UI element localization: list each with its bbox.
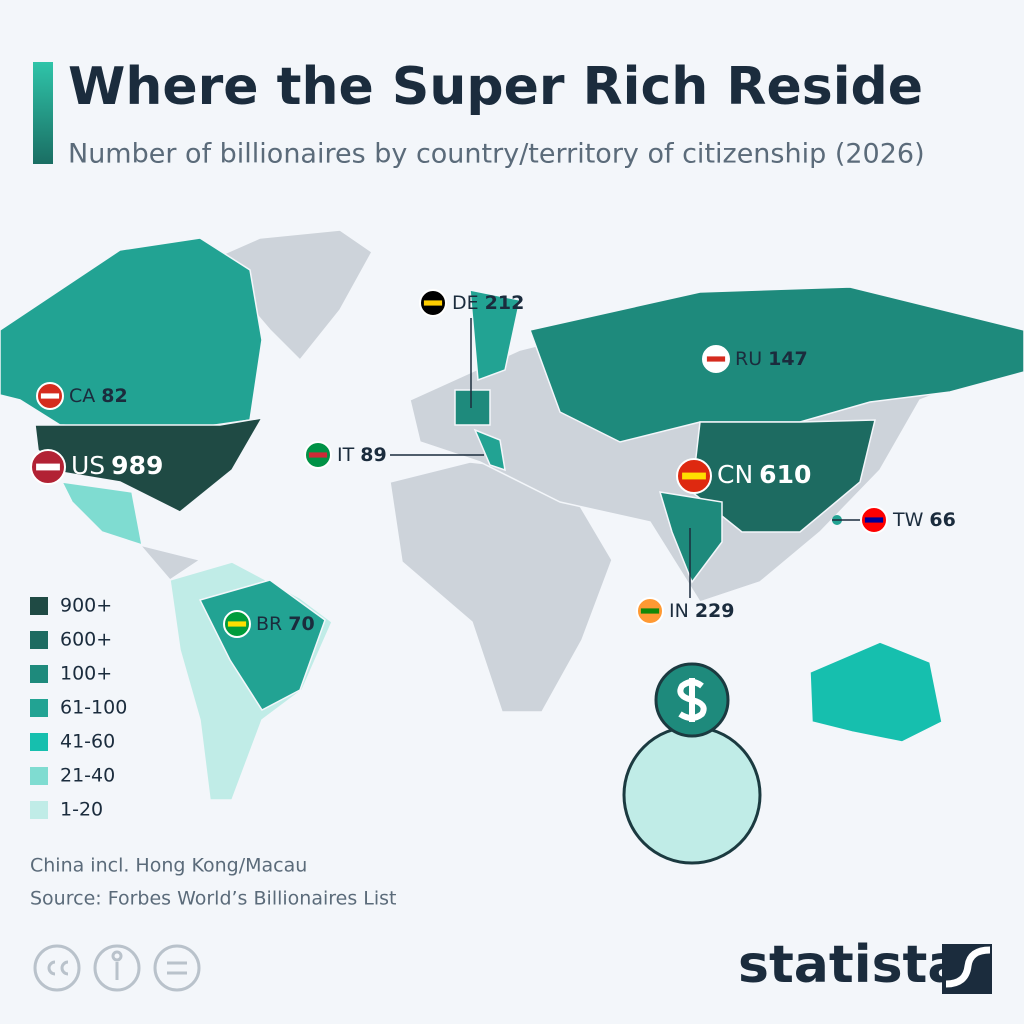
flag-detail (640, 608, 660, 614)
country-value: 89 (360, 444, 386, 466)
globe-icon (622, 662, 762, 865)
central-america (137, 543, 202, 581)
legend-label: 600+ (60, 629, 112, 651)
italy (473, 428, 506, 472)
country-label: IN 229 (669, 600, 735, 622)
brand: statista (738, 935, 962, 995)
flag-detail (864, 517, 884, 523)
accent-bar (33, 62, 53, 164)
country-value: 212 (485, 292, 525, 314)
country-label: CN 610 (717, 460, 811, 489)
legend-swatch (30, 767, 48, 785)
country-code: DE (452, 292, 479, 314)
source: Source: Forbes World’s Billionaires List (30, 888, 396, 910)
flag-detail (308, 452, 328, 458)
country-label: US 989 (71, 451, 163, 480)
greenland (208, 229, 373, 362)
legend-label: 1-20 (60, 799, 103, 821)
flag-detail (40, 393, 60, 399)
title: Where the Super Rich Reside (68, 57, 923, 117)
country-value: 82 (101, 385, 127, 407)
legend-label: 100+ (60, 663, 112, 685)
legend-swatch (30, 733, 48, 751)
country-code: TW (892, 509, 924, 531)
legend: 900+ 600+ 100+ 61-100 41-60 21-40 1-20 (30, 595, 127, 821)
legend-swatch (30, 631, 48, 649)
note: China incl. Hong Kong/Macau (30, 855, 307, 877)
flag-detail (706, 356, 726, 362)
country-label: CA 82 (69, 385, 128, 407)
country-label: DE 212 (452, 292, 524, 314)
country-code: RU (735, 348, 762, 370)
country-code: IN (669, 600, 689, 622)
legend-swatch (30, 801, 48, 819)
mexico (60, 481, 143, 547)
legend-label: 21-40 (60, 765, 115, 787)
flag-detail (423, 300, 443, 306)
flag-detail (36, 463, 60, 471)
scandinavia (469, 289, 521, 382)
india (658, 491, 723, 584)
legend-swatch (30, 597, 48, 615)
country-value: 229 (695, 600, 735, 622)
country-value: 70 (288, 613, 314, 635)
country-label: BR 70 (256, 613, 315, 635)
country-label: RU 147 (735, 348, 808, 370)
country-label: IT 89 (337, 444, 387, 466)
subtitle: Number of billionaires by country/territ… (68, 139, 925, 170)
legend-swatch (30, 699, 48, 717)
russia (529, 286, 1024, 443)
brand-logo (942, 944, 992, 994)
license-icons (33, 944, 201, 992)
country-value: 989 (111, 451, 163, 480)
germany (454, 389, 491, 426)
legend-swatch (30, 665, 48, 683)
country-code: CN (717, 460, 753, 489)
country-code: US (71, 451, 105, 480)
flag-detail (227, 621, 247, 627)
legend-label: 900+ (60, 595, 112, 617)
country-value: 66 (929, 509, 955, 531)
flag-detail (682, 472, 706, 480)
canada (0, 237, 263, 431)
country-code: CA (69, 385, 95, 407)
legend-label: 41-60 (60, 731, 115, 753)
country-value: 610 (759, 460, 811, 489)
legend-label: 61-100 (60, 697, 127, 719)
australia (809, 641, 943, 743)
country-code: BR (256, 613, 282, 635)
country-code: IT (337, 444, 355, 466)
map (0, 229, 1024, 801)
country-label: TW 66 (892, 509, 956, 531)
country-value: 147 (768, 348, 808, 370)
